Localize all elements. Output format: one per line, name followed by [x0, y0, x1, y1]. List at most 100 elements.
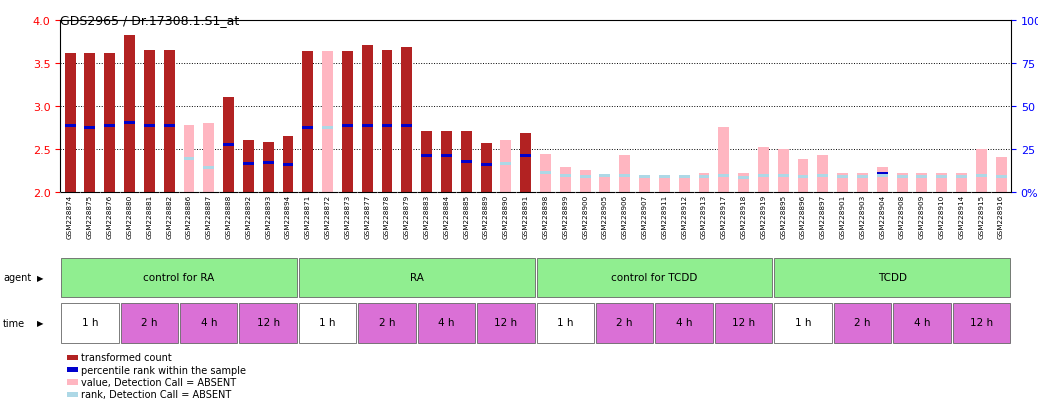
Bar [877, 173, 887, 192]
Bar [738, 173, 749, 192]
Bar [282, 163, 294, 166]
Text: control for TCDD: control for TCDD [611, 272, 698, 282]
Text: GSM228913: GSM228913 [701, 194, 707, 238]
Bar [718, 174, 730, 177]
Bar [104, 125, 115, 128]
Bar [976, 173, 987, 192]
Bar [679, 178, 689, 192]
Bar [299, 258, 535, 297]
Bar [956, 173, 967, 192]
Bar [441, 154, 452, 157]
Bar [936, 174, 947, 192]
Text: transformed count: transformed count [81, 352, 171, 362]
Text: GSM228874: GSM228874 [67, 194, 73, 238]
Text: GSM228889: GSM228889 [483, 194, 489, 238]
Bar [537, 258, 772, 297]
Bar [976, 149, 987, 192]
Bar [857, 173, 868, 192]
Bar [144, 51, 155, 192]
Bar [559, 176, 571, 192]
Bar [461, 132, 471, 192]
Bar [659, 176, 670, 179]
Bar [777, 174, 789, 177]
Bar [679, 176, 689, 192]
Bar [421, 154, 432, 157]
Bar [956, 176, 967, 179]
Bar [164, 125, 174, 128]
Bar [322, 126, 333, 129]
Bar [976, 174, 987, 177]
Bar [243, 140, 254, 192]
Bar [817, 173, 828, 192]
Text: GSM228871: GSM228871 [305, 194, 310, 238]
Text: GSM228911: GSM228911 [661, 194, 667, 238]
Bar [223, 143, 234, 147]
Bar [893, 304, 951, 343]
Bar [699, 178, 709, 192]
Text: GSM228901: GSM228901 [840, 194, 846, 238]
Bar [184, 158, 194, 161]
Bar [203, 123, 214, 192]
Text: 4 h: 4 h [438, 317, 455, 327]
Text: GSM228881: GSM228881 [146, 194, 153, 238]
Bar [797, 176, 809, 192]
Text: GSM228906: GSM228906 [622, 194, 628, 238]
Text: 2 h: 2 h [854, 317, 871, 327]
Bar [758, 174, 769, 177]
Bar [620, 176, 630, 192]
Bar [877, 174, 887, 177]
Text: 1 h: 1 h [82, 317, 99, 327]
Bar [659, 178, 670, 192]
Bar [715, 304, 772, 343]
Text: 4 h: 4 h [200, 317, 217, 327]
Text: GSM228893: GSM228893 [265, 194, 271, 238]
Text: GSM228910: GSM228910 [938, 194, 945, 238]
Bar [362, 125, 373, 128]
Bar [600, 176, 610, 192]
Text: GSM228883: GSM228883 [424, 194, 430, 238]
Bar [738, 178, 749, 192]
Bar [797, 175, 809, 178]
Text: 12 h: 12 h [256, 317, 280, 327]
Text: 2 h: 2 h [617, 317, 633, 327]
Text: 1 h: 1 h [795, 317, 812, 327]
Text: GSM228876: GSM228876 [107, 194, 113, 238]
Text: GSM228882: GSM228882 [166, 194, 172, 238]
Bar [302, 126, 313, 129]
Text: 1 h: 1 h [557, 317, 574, 327]
Text: control for RA: control for RA [143, 272, 215, 282]
Bar [620, 156, 630, 192]
Text: GSM228872: GSM228872 [325, 194, 331, 238]
Text: GSM228884: GSM228884 [443, 194, 449, 238]
Bar [125, 36, 135, 192]
Bar [917, 176, 927, 179]
Bar [953, 304, 1010, 343]
Bar [481, 143, 492, 192]
Bar [61, 258, 297, 297]
Bar [936, 176, 947, 192]
Bar [917, 174, 927, 192]
Bar [718, 128, 730, 192]
Text: GSM228886: GSM228886 [186, 194, 192, 238]
Bar [738, 177, 749, 180]
Bar [838, 176, 848, 179]
Bar [699, 174, 709, 192]
Bar [877, 168, 887, 192]
Text: GSM228875: GSM228875 [87, 194, 93, 238]
Text: GSM228878: GSM228878 [384, 194, 390, 238]
Bar [461, 161, 471, 164]
Text: GSM228896: GSM228896 [800, 194, 807, 238]
Bar [838, 174, 848, 192]
Bar [540, 154, 551, 192]
Bar [342, 125, 353, 128]
Bar [382, 125, 392, 128]
Bar [164, 51, 174, 192]
Bar [223, 98, 234, 192]
Bar [777, 176, 789, 192]
Bar [263, 142, 274, 192]
Text: 12 h: 12 h [732, 317, 756, 327]
Text: GSM228905: GSM228905 [602, 194, 608, 238]
Text: GSM228897: GSM228897 [820, 194, 826, 238]
Bar [125, 122, 135, 125]
Text: GSM228898: GSM228898 [543, 194, 548, 238]
